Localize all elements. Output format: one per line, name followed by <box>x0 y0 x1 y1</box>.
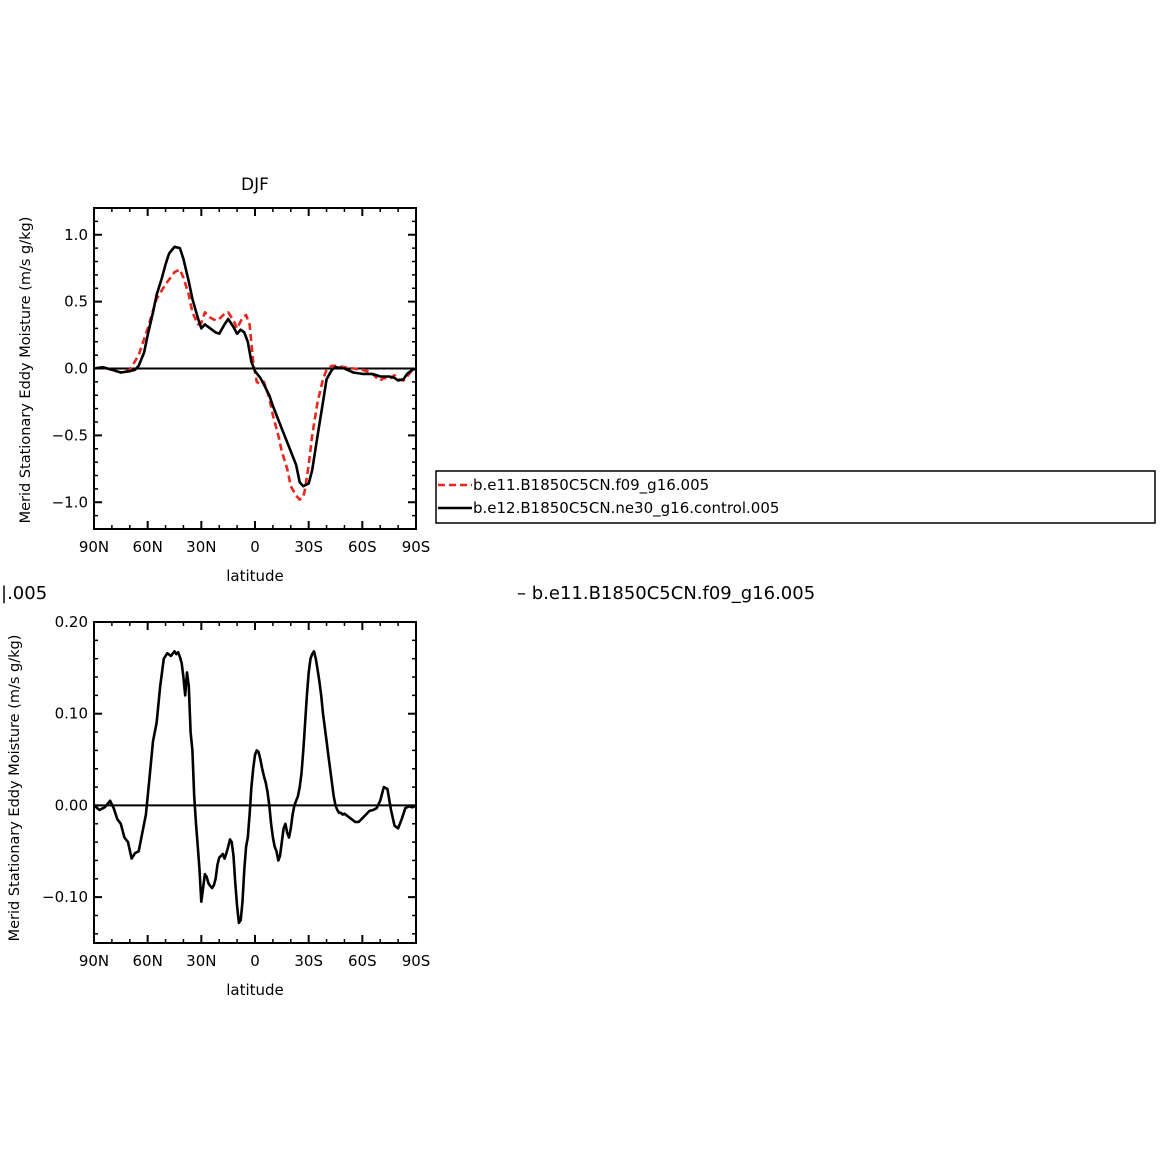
series-line-1 <box>93 268 417 501</box>
bottom-chart-panel: |.005 – b.e11.B1850C5CN.f09_g16.005 90N 6… <box>1 583 815 999</box>
x-tick-label: 30N <box>186 538 216 556</box>
bottom-left-clipped-title: |.005 <box>1 583 47 604</box>
x-tick-label: 90N <box>79 952 109 970</box>
y-tick-label: −0.10 <box>42 888 88 906</box>
top-plot-area: 90N 60N 30N 0 30S 60S 90S 1.0 0.5 0.0 −0.5 −1.0 <box>52 207 431 556</box>
x-tick-label: 60S <box>348 952 377 970</box>
x-tick-label: 30N <box>186 952 216 970</box>
x-tick-label: 60N <box>133 952 163 970</box>
y-tick-label: 0.10 <box>55 705 88 723</box>
y-tick-label: 0.00 <box>55 796 88 814</box>
y-axis-label: Merid Stationary Eddy Moisture (m/s g/kg… <box>18 217 34 524</box>
x-tick-label: 90S <box>402 952 431 970</box>
y-tick-label: 1.0 <box>64 226 88 244</box>
x-tick-label: 0 <box>250 538 260 556</box>
bottom-right-title: – b.e11.B1850C5CN.f09_g16.005 <box>517 583 815 604</box>
x-tick-label: 60S <box>348 538 377 556</box>
x-tick-label: 60N <box>133 538 163 556</box>
legend: b.e11.B1850C5CN.f09_g16.005 b.e12.B1850C… <box>435 470 1156 524</box>
x-tick-label: 30S <box>294 952 323 970</box>
chart-title: DJF <box>241 175 269 195</box>
legend-label-series-2: b.e12.B1850C5CN.ne30_g16.control.005 <box>473 499 779 518</box>
x-tick-label: 90N <box>79 538 109 556</box>
x-tick-label: 90S <box>402 538 431 556</box>
y-tick-label: 0.0 <box>64 360 88 378</box>
x-axis-label: latitude <box>226 567 284 585</box>
x-tick-label: 30S <box>294 538 323 556</box>
y-axis-label: Merid Stationary Eddy Moisture (m/s g/kg… <box>7 635 23 942</box>
plot-frame <box>93 621 417 944</box>
legend-label-series-1: b.e11.B1850C5CN.f09_g16.005 <box>473 476 709 495</box>
series-line-1 <box>93 650 417 925</box>
x-axis-label: latitude <box>226 981 284 999</box>
y-tick-label: −1.0 <box>52 493 88 511</box>
legend-box <box>435 470 1156 524</box>
series-line-2 <box>93 245 417 488</box>
x-tick-label: 0 <box>250 952 260 970</box>
y-tick-label: 0.20 <box>55 613 88 631</box>
y-tick-label: 0.5 <box>64 293 88 311</box>
bottom-plot-area: 90N 60N 30N 0 30S 60S 90S 0.20 0.10 0.00 −0.10 <box>42 613 430 970</box>
top-chart-panel: DJF 90N 60N 30N 0 30S 60S 90S 1.0 0.5 0.0 −0.5 −1.0… <box>18 175 430 585</box>
y-tick-label: −0.5 <box>52 426 88 444</box>
